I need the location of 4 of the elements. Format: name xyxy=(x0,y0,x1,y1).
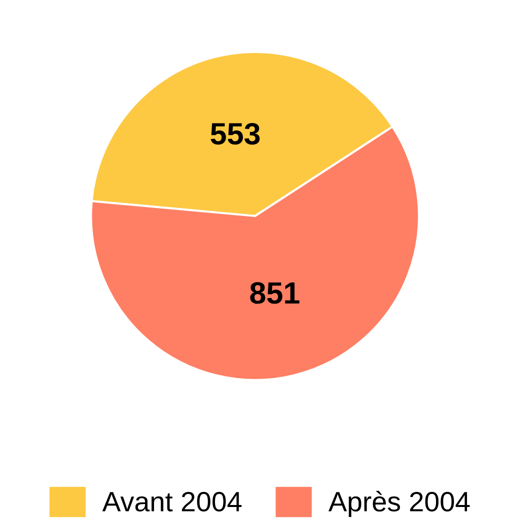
data-label: 553 xyxy=(210,122,260,145)
legend-label: Avant 2004 xyxy=(102,492,242,512)
data-label: 851 xyxy=(250,282,300,304)
legend-label: Après 2004 xyxy=(328,490,470,518)
